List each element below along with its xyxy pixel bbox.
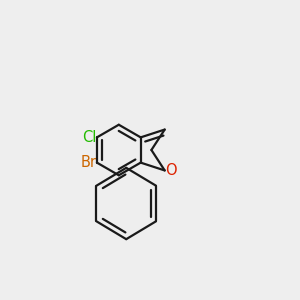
Text: Br: Br (81, 155, 97, 170)
Text: O: O (165, 163, 176, 178)
Text: Cl: Cl (82, 130, 97, 145)
